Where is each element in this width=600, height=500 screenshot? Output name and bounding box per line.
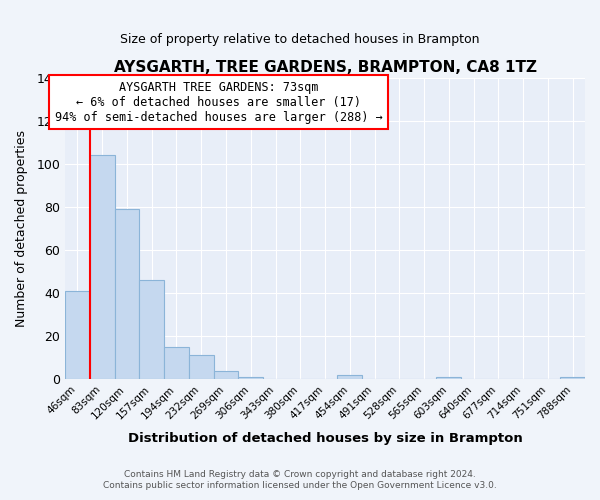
Bar (337, 375, 362, 379)
Bar (189, 356, 214, 379)
Bar (65, 291, 90, 379)
Bar (560, 377, 585, 379)
Text: Contains HM Land Registry data © Crown copyright and database right 2024.
Contai: Contains HM Land Registry data © Crown c… (103, 470, 497, 490)
Title: AYSGARTH, TREE GARDENS, BRAMPTON, CA8 1TZ: AYSGARTH, TREE GARDENS, BRAMPTON, CA8 1T… (113, 60, 536, 75)
Bar (139, 280, 164, 379)
Bar (214, 370, 238, 379)
Bar (164, 347, 189, 379)
Bar (238, 377, 263, 379)
Bar (436, 377, 461, 379)
Bar (115, 209, 139, 379)
X-axis label: Distribution of detached houses by size in Brampton: Distribution of detached houses by size … (128, 432, 523, 445)
Text: AYSGARTH TREE GARDENS: 73sqm
← 6% of detached houses are smaller (17)
94% of sem: AYSGARTH TREE GARDENS: 73sqm ← 6% of det… (55, 80, 382, 124)
Bar (90, 155, 115, 379)
Y-axis label: Number of detached properties: Number of detached properties (15, 130, 28, 327)
Text: Size of property relative to detached houses in Brampton: Size of property relative to detached ho… (120, 32, 480, 46)
